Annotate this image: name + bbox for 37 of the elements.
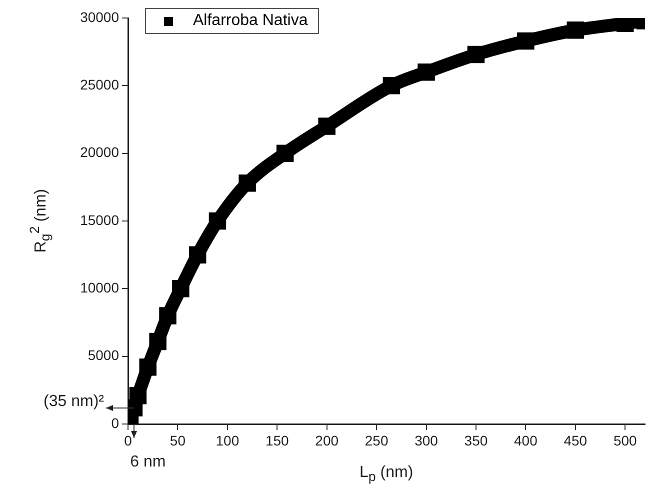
y-tick-label: 25000 (80, 76, 120, 93)
point (149, 332, 166, 350)
point (467, 46, 485, 64)
point (188, 246, 206, 264)
annotation: (35 nm)² (44, 393, 105, 410)
point (276, 144, 294, 162)
x-tick-label: 400 (514, 432, 538, 448)
annotation: 6 nm (130, 453, 166, 470)
point (172, 280, 190, 298)
point (318, 118, 336, 135)
point (129, 386, 147, 404)
point (139, 358, 157, 376)
x-tick-label: 200 (315, 432, 339, 448)
x-tick-label: 300 (414, 432, 438, 448)
x-tick-label: 250 (364, 432, 388, 448)
point (238, 174, 256, 192)
x-axis-title: L$_{p}$ (nm) (360, 464, 414, 484)
x-tick-label: 150 (265, 432, 290, 448)
point (517, 32, 534, 50)
x-tick-label: 100 (216, 432, 240, 448)
point (418, 64, 435, 81)
point (208, 212, 226, 230)
x-tick-label: 500 (613, 432, 638, 448)
x-tick-label: 350 (464, 432, 488, 448)
point (382, 77, 400, 94)
y-tick-label: 30000 (80, 8, 120, 25)
point (159, 307, 176, 324)
point (566, 22, 584, 39)
y-tick-label: 10000 (80, 280, 120, 296)
x-tick-label: 50 (170, 432, 186, 448)
y-tick-label: 15000 (80, 212, 120, 228)
y-tick-label: 20000 (80, 144, 120, 160)
y-tick-label: 0 (111, 414, 120, 431)
x-tick-label: 450 (564, 432, 588, 448)
x-tick-label: 0 (124, 432, 132, 448)
y-tick-label: 5000 (88, 347, 120, 364)
legend-label: Alfarroba Nativa (193, 12, 308, 30)
